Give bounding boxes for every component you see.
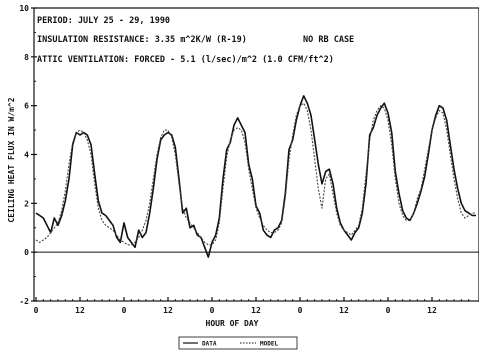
annotation-insulation: INSULATION RESISTANCE: 3.35 m^2K/W (R-19… xyxy=(37,35,247,45)
x-tick-label: 0 xyxy=(34,306,39,315)
annotation-ventilation: ATTIC VENTILATION: FORCED - 5.1 (l/sec)/… xyxy=(37,55,334,65)
y-tick-label: 6 xyxy=(24,102,29,111)
x-tick-label: 12 xyxy=(427,306,437,315)
x-axis-ticks: 0 12 0 12 0 12 0 12 0 12 xyxy=(34,297,470,315)
annotation-case: NO RB CASE xyxy=(303,35,354,45)
y-tick-label: -2 xyxy=(19,297,29,306)
x-tick-label: 0 xyxy=(386,306,391,315)
x-tick-label: 12 xyxy=(251,306,261,315)
y-axis-label: CEILING HEAT FLUX IN W/m^2 xyxy=(7,97,16,222)
legend-box xyxy=(178,336,298,350)
series-line-data xyxy=(35,95,476,258)
x-tick-label: 12 xyxy=(163,306,173,315)
x-tick-label: 12 xyxy=(339,306,349,315)
legend: DATA MODEL xyxy=(178,336,298,350)
series-group xyxy=(35,95,476,258)
legend-label-data: DATA xyxy=(202,341,217,348)
x-tick-label: 0 xyxy=(298,306,303,315)
x-tick-label: 0 xyxy=(210,306,215,315)
legend-label-model: MODEL xyxy=(260,341,278,348)
y-axis-ticks: -2 0 2 4 6 8 10 xyxy=(19,4,37,306)
x-tick-label: 12 xyxy=(75,306,85,315)
x-tick-label: 0 xyxy=(122,306,127,315)
y-tick-label: 2 xyxy=(24,199,29,208)
y-tick-label: 0 xyxy=(24,248,29,257)
y-tick-label: 10 xyxy=(19,4,29,13)
y-tick-label: 4 xyxy=(24,151,29,160)
y-tick-label: 8 xyxy=(24,53,29,62)
annotation-period: PERIOD: JULY 25 - 29, 1990 xyxy=(37,16,170,26)
x-axis-label: HOUR OF DAY xyxy=(206,319,259,328)
